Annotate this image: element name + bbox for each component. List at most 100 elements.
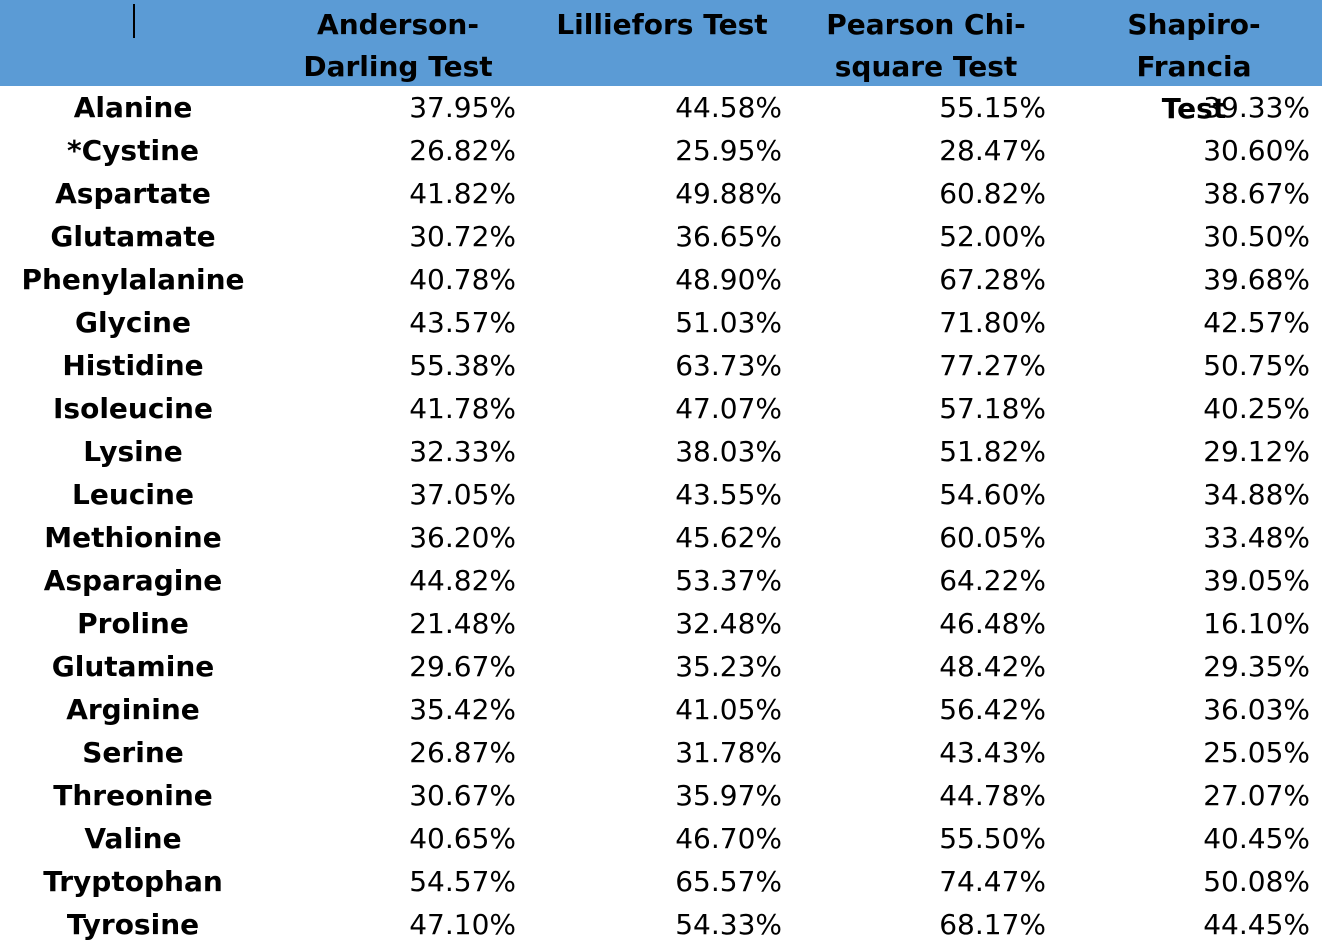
table-row: Valine 40.65% 46.70% 55.50% 40.45% <box>0 817 1322 860</box>
table-cell: 33.48% <box>1203 521 1310 554</box>
table-row: Alanine 37.95% 44.58% 55.15% 39.33% <box>0 86 1322 129</box>
row-label: Histidine <box>62 349 204 382</box>
table-cell: 44.82% <box>409 564 516 597</box>
table-row: Asparagine 44.82% 53.37% 64.22% 39.05% <box>0 559 1322 602</box>
table-cell: 47.07% <box>675 392 782 425</box>
table-cell: 48.90% <box>675 263 782 296</box>
text-cursor <box>133 4 135 38</box>
table-cell: 46.48% <box>939 607 1046 640</box>
row-label: Isoleucine <box>53 392 213 425</box>
row-label: Glutamine <box>51 650 215 683</box>
table-row: Glycine 43.57% 51.03% 71.80% 42.57% <box>0 301 1322 344</box>
table-cell: 44.58% <box>675 91 782 124</box>
row-label: Tyrosine <box>66 908 200 941</box>
table-cell: 54.33% <box>675 908 782 941</box>
table-cell: 43.43% <box>939 736 1046 769</box>
table-cell: 50.08% <box>1203 865 1310 898</box>
table-cell: 57.18% <box>939 392 1046 425</box>
table-cell: 51.82% <box>939 435 1046 468</box>
table-cell: 39.68% <box>1203 263 1310 296</box>
table-row: Glutamine 29.67% 35.23% 48.42% 29.35% <box>0 645 1322 688</box>
table-body: Alanine 37.95% 44.58% 55.15% 39.33% *Cystine 2… <box>0 86 1322 946</box>
table-cell: 43.55% <box>675 478 782 511</box>
table-cell: 44.78% <box>939 779 1046 812</box>
table-row: Histidine 55.38% 63.73% 77.27% 50.75% <box>0 344 1322 387</box>
table-cell: 40.25% <box>1203 392 1310 425</box>
table-cell: 53.37% <box>675 564 782 597</box>
table-cell: 37.95% <box>409 91 516 124</box>
table-cell: 34.88% <box>1203 478 1310 511</box>
row-label: Aspartate <box>55 177 211 210</box>
table-cell: 64.22% <box>939 564 1046 597</box>
table-cell: 44.45% <box>1203 908 1310 941</box>
table-cell: 30.60% <box>1203 134 1310 167</box>
table-cell: 27.07% <box>1203 779 1310 812</box>
row-label: Valine <box>84 822 182 855</box>
table-row: *Cystine 26.82% 25.95% 28.47% 30.60% <box>0 129 1322 172</box>
table-cell: 45.62% <box>675 521 782 554</box>
header-shapiro-francia: Shapiro-Francia Test <box>1127 8 1261 125</box>
table-row: Serine 26.87% 31.78% 43.43% 25.05% <box>0 731 1322 774</box>
table-cell: 35.97% <box>675 779 782 812</box>
table-cell: 32.33% <box>409 435 516 468</box>
table-cell: 39.05% <box>1203 564 1310 597</box>
table-cell: 41.78% <box>409 392 516 425</box>
table-cell: 40.45% <box>1203 822 1310 855</box>
table-row: Tyrosine 47.10% 54.33% 68.17% 44.45% <box>0 903 1322 946</box>
table-cell: 60.05% <box>939 521 1046 554</box>
table-row: Arginine 35.42% 41.05% 56.42% 36.03% <box>0 688 1322 731</box>
table-cell: 54.60% <box>939 478 1046 511</box>
row-label: Alanine <box>73 91 193 124</box>
row-label: Proline <box>77 607 189 640</box>
table-cell: 47.10% <box>409 908 516 941</box>
table-cell: 38.03% <box>675 435 782 468</box>
table-cell: 21.48% <box>409 607 516 640</box>
row-label: Glutamate <box>50 220 216 253</box>
table-cell: 50.75% <box>1203 349 1310 382</box>
table-cell: 28.47% <box>939 134 1046 167</box>
row-label: Phenylalanine <box>21 263 245 296</box>
table-cell: 36.03% <box>1203 693 1310 726</box>
row-label: Arginine <box>66 693 200 726</box>
table-cell: 71.80% <box>939 306 1046 339</box>
row-label: Threonine <box>53 779 213 812</box>
row-label: Asparagine <box>43 564 223 597</box>
table-cell: 29.67% <box>409 650 516 683</box>
table-cell: 35.42% <box>409 693 516 726</box>
table-row: Methionine 36.20% 45.62% 60.05% 33.48% <box>0 516 1322 559</box>
table-cell: 46.70% <box>675 822 782 855</box>
row-label: Methionine <box>44 521 222 554</box>
table-cell: 26.87% <box>409 736 516 769</box>
table-cell: 36.20% <box>409 521 516 554</box>
table-cell: 56.42% <box>939 693 1046 726</box>
header-lilliefors: Lilliefors Test <box>556 8 768 41</box>
table-cell: 35.23% <box>675 650 782 683</box>
row-label: Serine <box>82 736 184 769</box>
table-cell: 30.72% <box>409 220 516 253</box>
row-label: Lysine <box>83 435 183 468</box>
table-cell: 40.65% <box>409 822 516 855</box>
table-row: Lysine 32.33% 38.03% 51.82% 29.12% <box>0 430 1322 473</box>
row-label: Leucine <box>72 478 194 511</box>
row-label: Glycine <box>75 306 191 339</box>
table-cell: 63.73% <box>675 349 782 382</box>
table-cell: 39.33% <box>1203 91 1310 124</box>
table-cell: 55.15% <box>939 91 1046 124</box>
table-row: Phenylalanine 40.78% 48.90% 67.28% 39.68% <box>0 258 1322 301</box>
table-cell: 68.17% <box>939 908 1046 941</box>
table-cell: 49.88% <box>675 177 782 210</box>
table-cell: 60.82% <box>939 177 1046 210</box>
table-row: Aspartate 41.82% 49.88% 60.82% 38.67% <box>0 172 1322 215</box>
table-cell: 77.27% <box>939 349 1046 382</box>
table-cell: 26.82% <box>409 134 516 167</box>
row-label: Tryptophan <box>43 865 223 898</box>
table-cell: 30.50% <box>1203 220 1310 253</box>
table-cell: 52.00% <box>939 220 1046 253</box>
table-cell: 16.10% <box>1203 607 1310 640</box>
table-cell: 67.28% <box>939 263 1046 296</box>
table-cell: 40.78% <box>409 263 516 296</box>
table-cell: 32.48% <box>675 607 782 640</box>
table-cell: 29.35% <box>1203 650 1310 683</box>
table-row: Threonine 30.67% 35.97% 44.78% 27.07% <box>0 774 1322 817</box>
